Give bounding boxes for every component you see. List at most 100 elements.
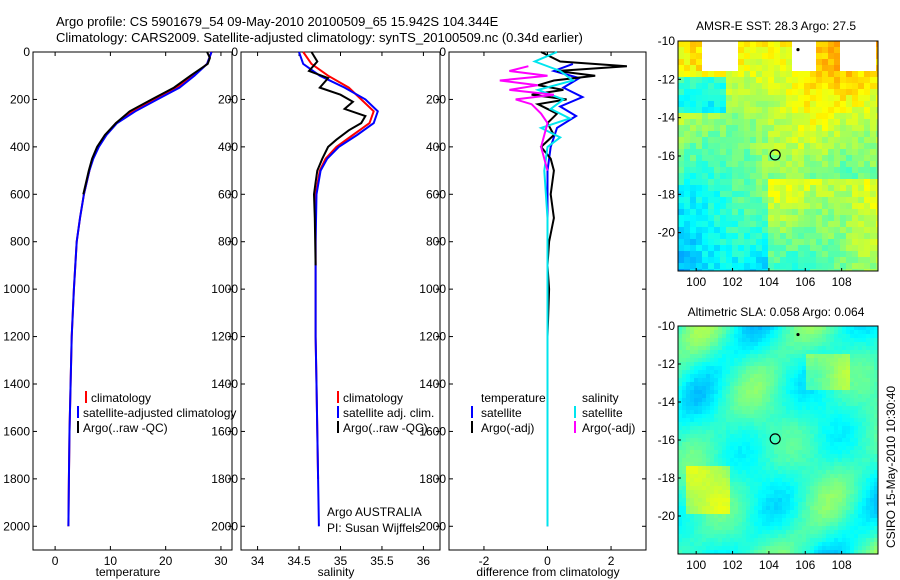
map-cell bbox=[802, 398, 806, 402]
map-cell bbox=[794, 366, 798, 370]
map-cell bbox=[854, 466, 858, 470]
map-cell bbox=[702, 342, 706, 346]
map-cell bbox=[842, 478, 846, 482]
map-cell bbox=[876, 125, 878, 131]
map-cell bbox=[726, 486, 730, 490]
map-cell bbox=[798, 430, 802, 434]
map-cell bbox=[738, 418, 742, 422]
map-cell bbox=[678, 518, 682, 522]
map-cell bbox=[794, 510, 798, 514]
map-cell bbox=[818, 530, 822, 534]
map-cell bbox=[766, 498, 770, 502]
map-cell bbox=[758, 482, 762, 486]
map-cell bbox=[734, 330, 738, 334]
map-cell bbox=[714, 173, 720, 179]
map-cell bbox=[734, 514, 738, 518]
map-cell bbox=[798, 203, 804, 209]
map-cell bbox=[814, 454, 818, 458]
map-cell bbox=[828, 239, 834, 245]
map-cell bbox=[842, 394, 846, 398]
map-cell bbox=[790, 530, 794, 534]
map-cell bbox=[774, 209, 780, 215]
map-cell bbox=[840, 209, 846, 215]
map-cell bbox=[854, 506, 858, 510]
map-cell bbox=[822, 263, 828, 269]
map-cell bbox=[774, 446, 778, 450]
map-cell bbox=[698, 450, 702, 454]
map-cell bbox=[778, 434, 782, 438]
map-cell bbox=[746, 510, 750, 514]
map-cell bbox=[804, 65, 810, 71]
map-cell bbox=[794, 474, 798, 478]
map-cell bbox=[814, 362, 818, 366]
map-cell bbox=[840, 47, 846, 53]
map-cell bbox=[846, 526, 850, 530]
map-cell bbox=[750, 95, 756, 101]
map-cell bbox=[762, 215, 768, 221]
map-cell bbox=[854, 390, 858, 394]
map-cell bbox=[754, 386, 758, 390]
map-cell bbox=[810, 390, 814, 394]
map-cell bbox=[702, 245, 708, 251]
map-cell bbox=[798, 474, 802, 478]
map-cell bbox=[734, 422, 738, 426]
map-cell bbox=[758, 466, 762, 470]
map-cell bbox=[690, 263, 696, 269]
map-cell bbox=[838, 366, 842, 370]
map-cell bbox=[864, 161, 870, 167]
map-cell bbox=[690, 394, 694, 398]
map-cell bbox=[684, 113, 690, 119]
map-cell bbox=[726, 522, 730, 526]
map-cell bbox=[786, 466, 790, 470]
map-cell bbox=[732, 161, 738, 167]
map-cell bbox=[768, 101, 774, 107]
map-cell bbox=[826, 406, 830, 410]
map-cell bbox=[722, 394, 726, 398]
map-cell bbox=[738, 83, 744, 89]
map-cell bbox=[842, 342, 846, 346]
map-cell bbox=[706, 374, 710, 378]
ytick-label: 600 bbox=[426, 187, 446, 201]
map-cell bbox=[694, 366, 698, 370]
map-cell bbox=[840, 113, 846, 119]
map-cell bbox=[838, 346, 842, 350]
map-cell bbox=[870, 474, 874, 478]
map-cell bbox=[722, 402, 726, 406]
map-cell bbox=[696, 191, 702, 197]
map-cell bbox=[714, 474, 718, 478]
map-cell bbox=[786, 221, 792, 227]
map-cell bbox=[678, 410, 682, 414]
map-cell bbox=[828, 53, 834, 59]
map-cell bbox=[770, 342, 774, 346]
map-cell bbox=[828, 161, 834, 167]
map-cell bbox=[708, 95, 714, 101]
map-cell bbox=[742, 498, 746, 502]
map-cell bbox=[706, 402, 710, 406]
map-cell bbox=[686, 330, 690, 334]
map-cell bbox=[858, 466, 862, 470]
map-cell bbox=[842, 446, 846, 450]
map-cell bbox=[746, 414, 750, 418]
map-cell bbox=[830, 394, 834, 398]
map-cell bbox=[744, 185, 750, 191]
map-cell bbox=[782, 366, 786, 370]
map-cell bbox=[792, 173, 798, 179]
map-cell bbox=[846, 107, 852, 113]
map-cell bbox=[818, 366, 822, 370]
map-cell bbox=[774, 251, 780, 257]
map-cell bbox=[794, 410, 798, 414]
map-cell bbox=[758, 510, 762, 514]
map-cell bbox=[840, 83, 846, 89]
map-cell bbox=[846, 550, 850, 554]
map-cell bbox=[840, 179, 846, 185]
map-cell bbox=[774, 245, 780, 251]
map-cell bbox=[762, 239, 768, 245]
map-cell bbox=[814, 358, 818, 362]
map-cell bbox=[846, 233, 852, 239]
map-cell bbox=[754, 466, 758, 470]
map-cell bbox=[816, 107, 822, 113]
map-cell bbox=[842, 418, 846, 422]
map-cell bbox=[762, 446, 766, 450]
map-cell bbox=[828, 143, 834, 149]
map-cell bbox=[780, 263, 786, 269]
